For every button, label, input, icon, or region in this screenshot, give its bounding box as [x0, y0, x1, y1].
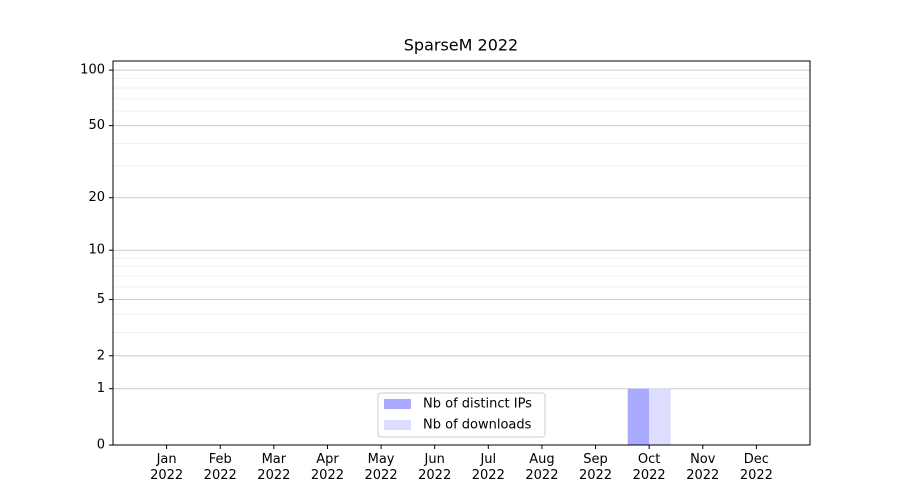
x-tick-label: Apr 2022: [310, 452, 344, 483]
legend-swatch: [384, 420, 411, 430]
y-tick-label: 2: [97, 348, 105, 363]
x-tick-label: Aug 2022: [525, 452, 559, 483]
x-tick-label: Mar 2022: [257, 452, 291, 483]
x-tick-label: Jun 2022: [418, 452, 452, 483]
x-tick-label: May 2022: [364, 452, 398, 483]
y-tick-label: 0: [97, 438, 105, 453]
y-tick-label: 5: [97, 292, 105, 307]
x-tick-label: Feb 2022: [203, 452, 237, 483]
plot-frame: [112, 60, 811, 446]
y-tick-label: 10: [88, 243, 105, 258]
legend: Nb of distinct IPs Nb of downloads: [377, 392, 546, 438]
legend-label: Nb of downloads: [423, 418, 532, 433]
x-tick-label: Oct 2022: [632, 452, 666, 483]
y-tick-label: 50: [88, 118, 105, 133]
legend-box: [377, 392, 546, 438]
x-tick-label: Jul 2022: [471, 452, 505, 483]
x-tick-label: Nov 2022: [686, 452, 720, 483]
bar: [649, 388, 671, 445]
y-tick-label: 100: [80, 63, 105, 78]
bar: [627, 388, 650, 445]
legend-swatch: [384, 399, 411, 409]
x-tick-label: Dec 2022: [739, 452, 773, 483]
y-tick-label: 1: [97, 381, 105, 396]
y-tick-label: 20: [88, 190, 105, 205]
legend-label: Nb of distinct IPs: [423, 397, 532, 412]
x-tick-label: Sep 2022: [578, 452, 613, 483]
chart-title: SparseM 2022: [404, 36, 518, 55]
x-tick-label: Jan 2022: [150, 452, 184, 483]
